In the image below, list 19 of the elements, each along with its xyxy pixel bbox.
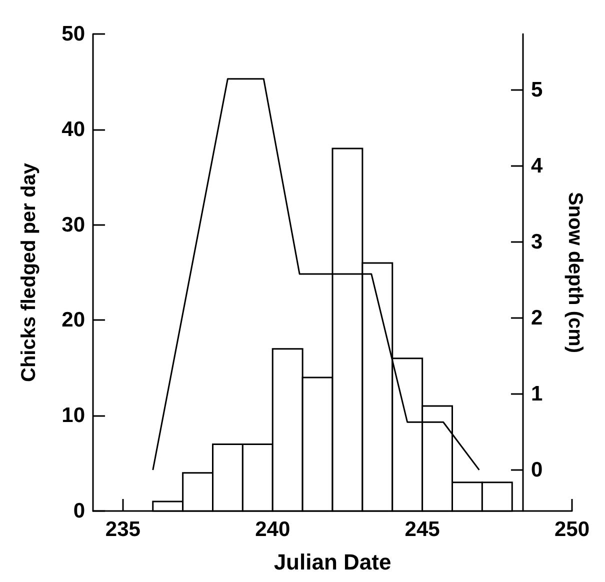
x-tick-label: 240 — [255, 518, 290, 541]
y-tick-label: 30 — [62, 213, 85, 236]
x-axis-title: Julian Date — [274, 550, 392, 574]
y2-tick-label: 5 — [531, 78, 543, 102]
y-tick-label: 20 — [62, 308, 85, 332]
y2-tick-label: 3 — [531, 230, 543, 254]
x-tick-label: 235 — [105, 518, 141, 541]
y-tick-label: 50 — [62, 22, 85, 46]
y2-tick-label: 1 — [531, 382, 543, 406]
x-tick-label: 250 — [554, 518, 590, 541]
y-tick-label: 40 — [62, 118, 85, 141]
y2-tick-label: 0 — [531, 458, 543, 482]
y-tick-label: 0 — [73, 500, 85, 522]
y-tick-label: 10 — [62, 404, 85, 428]
y-axis-title: Chicks fledged per day — [18, 162, 40, 382]
y2-axis-title: Snow depth (cm) — [564, 192, 586, 354]
x-tick-label: 245 — [404, 518, 440, 541]
y2-tick-label: 2 — [531, 306, 543, 330]
y2-tick-label: 4 — [531, 154, 543, 178]
